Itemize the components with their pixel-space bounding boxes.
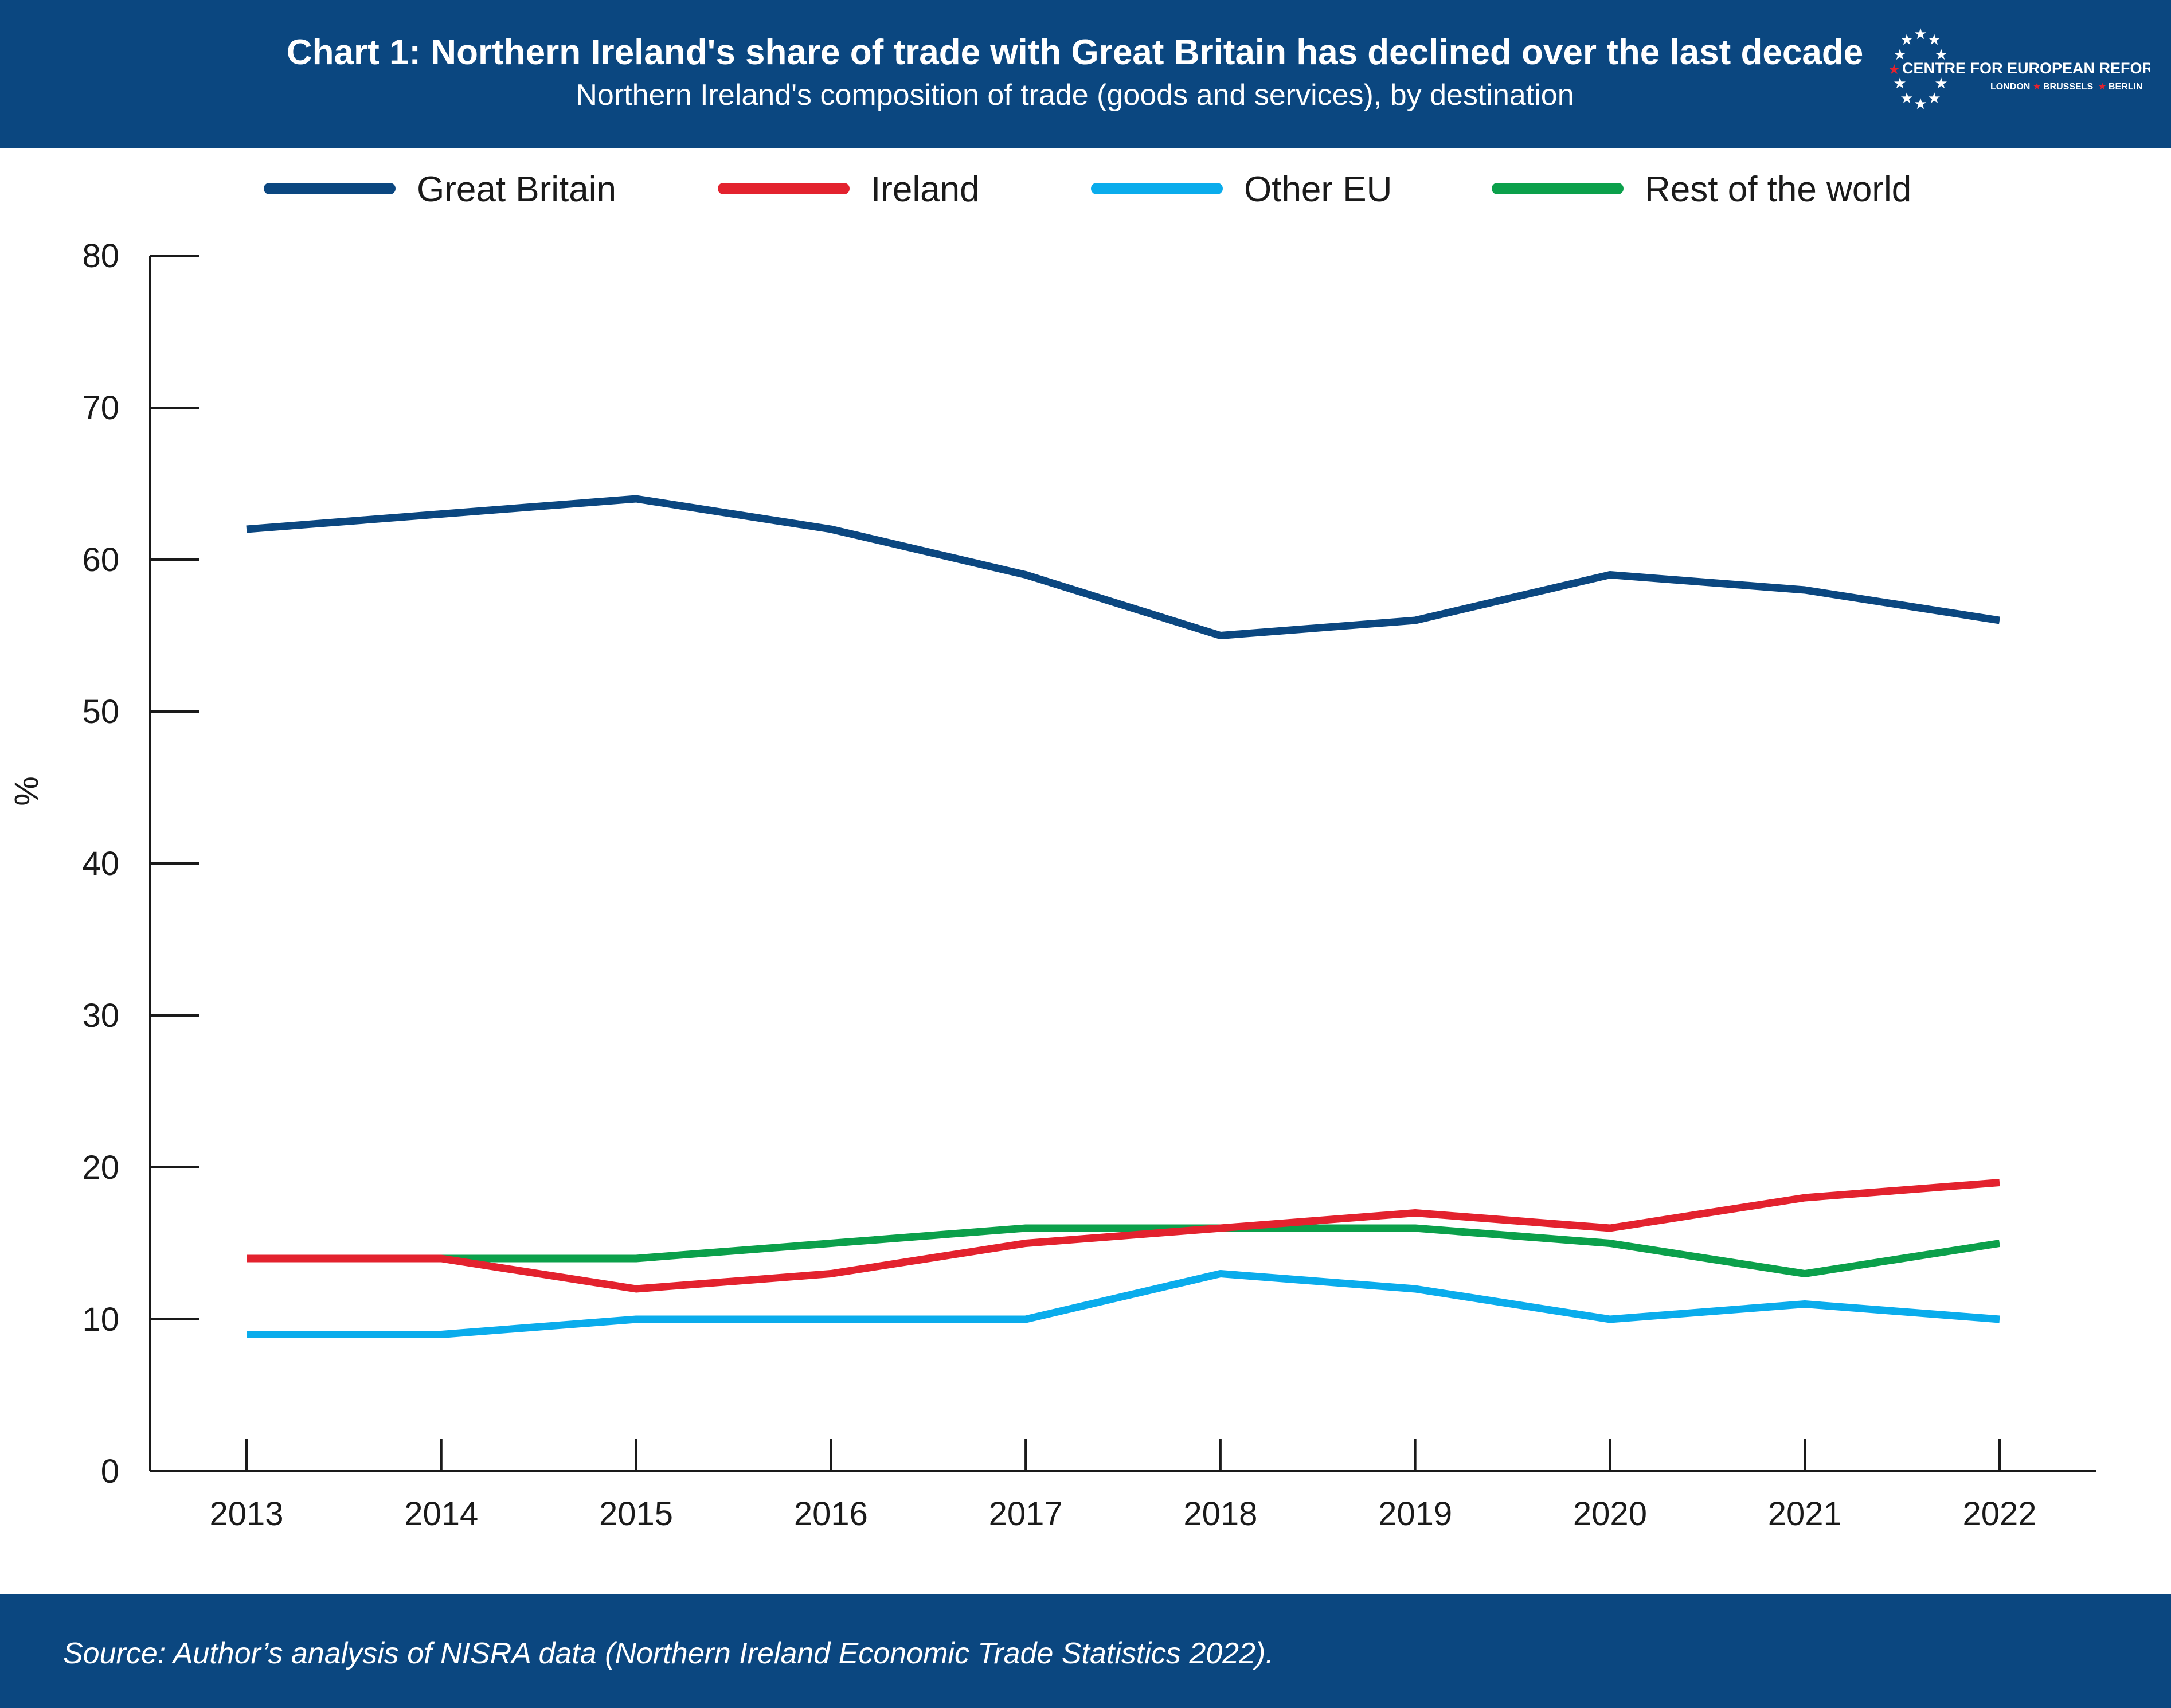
svg-text:★: ★: [1914, 96, 1927, 113]
legend-label-rest-of-the-world: Rest of the world: [1645, 170, 1911, 209]
svg-text:★: ★: [1914, 26, 1927, 43]
x-axis-ticks: 2013 2014 2015 2016 2017 2018 2019 2020 2021 2022: [209, 1439, 2037, 1533]
x-tick-label: 2019: [1378, 1495, 1452, 1533]
legend-label-other-eu: Other EU: [1244, 170, 1392, 209]
svg-text:★: ★: [2098, 81, 2106, 92]
svg-text:★: ★: [1927, 90, 1941, 107]
x-tick-label: 2016: [794, 1495, 868, 1533]
logo-city-london: LONDON: [1990, 82, 2030, 92]
x-tick-label: 2017: [989, 1495, 1063, 1533]
logo-name: CENTRE FOR EUROPEAN REFORM: [1902, 60, 2150, 77]
series-line-ireland: [247, 1179, 2000, 1293]
x-tick-label: 2021: [1768, 1495, 1842, 1533]
logo-stars: ★ ★ ★ ★ ★ ★ ★ ★ ★ ★: [1893, 26, 1947, 113]
y-axis-ticks: 0 10 20 30 40 50 60 70 80: [82, 237, 199, 1490]
x-tick-label: 2015: [599, 1495, 673, 1533]
y-tick-label: 50: [82, 693, 119, 730]
y-tick-label: 10: [82, 1301, 119, 1338]
series-lines: [246, 495, 2001, 1338]
series-line-other-eu: [247, 1270, 2000, 1338]
logo-city-berlin: BERLIN: [2109, 82, 2143, 92]
svg-text:★: ★: [1893, 75, 1906, 92]
chart-header: Chart 1: Northern Ireland's share of tra…: [0, 0, 2171, 148]
svg-text:★: ★: [1934, 75, 1947, 92]
y-tick-label: 30: [82, 997, 119, 1034]
y-tick-label: 40: [82, 845, 119, 882]
line-chart: Great Britain Ireland Other EU Rest of the …: [8, 170, 2096, 1533]
legend-label-ireland: Ireland: [871, 170, 980, 209]
y-tick-label: 20: [82, 1149, 119, 1186]
chart-subtitle: Northern Ireland's composition of trade …: [576, 79, 1574, 112]
x-tick-label: 2013: [209, 1495, 283, 1533]
source-note: Source: Author’s analysis of NISRA data …: [63, 1637, 1274, 1670]
legend-label-great-britain: Great Britain: [417, 170, 616, 209]
logo-city-brussels: BRUSSELS: [2043, 82, 2093, 92]
chart-footer: Source: Author’s analysis of NISRA data …: [0, 1594, 2171, 1708]
y-tick-label: 70: [82, 389, 119, 427]
y-tick-label: 80: [82, 237, 119, 275]
x-tick-label: 2022: [1962, 1495, 2036, 1533]
series-line-rest-of-the-world: [247, 1224, 2001, 1277]
chart-legend: Great Britain Ireland Other EU Rest of the …: [264, 170, 1911, 209]
series-line-great-britain: [246, 495, 2001, 639]
x-tick-label: 2014: [404, 1495, 478, 1533]
svg-text:★: ★: [1900, 32, 1913, 49]
svg-text:★: ★: [2033, 81, 2041, 92]
y-tick-label: 60: [82, 541, 119, 579]
x-tick-label: 2018: [1183, 1495, 1257, 1533]
chart-title: Chart 1: Northern Ireland's share of tra…: [286, 33, 1864, 72]
x-tick-label: 2020: [1573, 1495, 1647, 1533]
chart-axes: [149, 256, 2096, 1472]
logo-red-star: ★: [1888, 61, 1900, 77]
y-tick-label: 0: [101, 1453, 119, 1490]
svg-text:★: ★: [1927, 32, 1941, 49]
svg-text:★: ★: [1893, 46, 1906, 64]
svg-text:★: ★: [1934, 46, 1947, 64]
cer-logo: ★ ★ ★ ★ ★ ★ ★ ★ ★ ★ ★ CENTRE FOR EUROPEA…: [1888, 26, 2150, 113]
svg-text:★: ★: [1900, 90, 1913, 107]
y-axis-label: %: [8, 776, 45, 806]
